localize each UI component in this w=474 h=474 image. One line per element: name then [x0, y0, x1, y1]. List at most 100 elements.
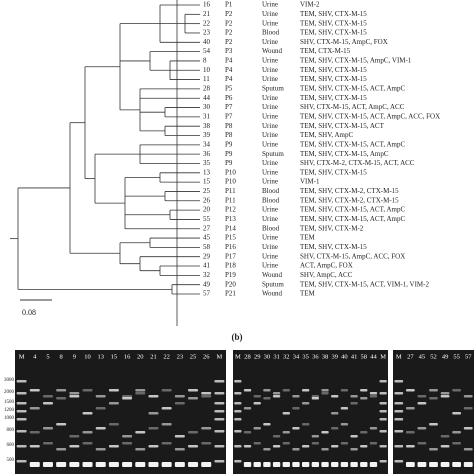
band [350, 435, 358, 438]
band [69, 462, 80, 467]
band [108, 402, 119, 405]
band [174, 462, 185, 467]
isolate-id: 13 [203, 168, 211, 176]
band [272, 445, 281, 448]
genes: TEM, SHV, CTX-M-2, CTX-M-15 [300, 187, 399, 195]
lane-label: 36 [312, 353, 319, 360]
patient: P3 [225, 47, 233, 55]
band [417, 395, 427, 398]
band [429, 448, 438, 451]
band [452, 431, 462, 434]
band [429, 462, 438, 467]
band [42, 442, 53, 445]
band [29, 407, 40, 410]
band [234, 430, 242, 433]
band [417, 427, 427, 430]
band [429, 389, 438, 392]
band [394, 402, 404, 405]
band [243, 462, 252, 467]
genes: TEM, SHV, CTX-M-15 [300, 94, 367, 102]
band [360, 445, 368, 448]
isolate-id: 38 [203, 122, 211, 130]
band [311, 442, 320, 445]
band [95, 427, 106, 430]
lane-label: 31 [273, 353, 280, 360]
band [161, 423, 172, 426]
isolate-id: 54 [203, 47, 211, 55]
lane-label: 58 [361, 353, 368, 360]
genes: SHV, CTX-M-15, AmpC, FOX [300, 38, 388, 46]
lane-label: 30 [264, 353, 271, 360]
lane-label: 41 [351, 353, 358, 360]
isolate-id: 10 [203, 66, 211, 74]
source: Urine [262, 75, 278, 83]
source: Sputum [262, 280, 284, 288]
band [148, 462, 159, 467]
lane-label: 44 [370, 353, 377, 360]
band [214, 460, 225, 463]
lane-label: 23 [177, 353, 184, 360]
band [148, 412, 159, 415]
band [463, 427, 473, 430]
band [234, 418, 242, 421]
source: Blood [262, 196, 280, 204]
band [360, 462, 368, 467]
band [16, 445, 27, 448]
genes: SHV, CTX-M-15, AmpC, ACC, FOX [300, 252, 405, 260]
band [321, 462, 329, 467]
lane-label: 21 [150, 353, 157, 360]
isolate-id: 44 [203, 94, 211, 102]
band [234, 392, 242, 395]
band [379, 445, 387, 448]
isolate-id: 30 [203, 103, 211, 111]
band [369, 395, 378, 398]
source: Blood [262, 29, 280, 37]
band [122, 397, 133, 400]
band [394, 392, 404, 395]
lane-label: 39 [331, 353, 338, 360]
band [369, 442, 378, 445]
band [405, 389, 415, 392]
patient: P20 [225, 280, 236, 288]
band [188, 431, 199, 434]
band [350, 395, 358, 398]
band [253, 462, 261, 467]
lane-label: 32 [283, 353, 290, 360]
source: Urine [262, 66, 278, 74]
source: Wound [262, 47, 283, 55]
patient: P16 [225, 243, 236, 251]
ladder-label: 1500 [4, 400, 15, 405]
lane-label: 25 [190, 353, 197, 360]
band [263, 462, 271, 467]
patient: P18 [225, 262, 236, 270]
band [292, 448, 300, 451]
band [292, 427, 300, 430]
lane-label: 28 [244, 353, 251, 360]
lane-label: M [19, 353, 25, 360]
band [201, 442, 212, 445]
band [253, 427, 261, 430]
band [243, 389, 252, 392]
band [214, 410, 225, 413]
band [417, 402, 427, 405]
band [282, 462, 290, 467]
band [16, 392, 27, 395]
band [122, 462, 133, 467]
band [394, 410, 404, 413]
isolate-id: 34 [203, 140, 211, 148]
band [29, 431, 40, 434]
patient: P14 [225, 224, 236, 232]
band [234, 445, 242, 448]
band [463, 462, 473, 467]
band [311, 435, 320, 438]
band [340, 442, 349, 445]
band [321, 392, 329, 395]
patient: P7 [225, 112, 233, 120]
band [148, 427, 159, 430]
source: Urine [262, 10, 278, 18]
genes: TEM, SHV, CTX-M-15 [300, 168, 367, 176]
isolate-rows: 16 P1 Urine VIM-2 21 P2 Urine TEM, SHV, CTX-M-1… [203, 1, 440, 298]
band [42, 395, 53, 398]
patient: P21 [225, 290, 236, 298]
source: Urine [262, 243, 278, 251]
